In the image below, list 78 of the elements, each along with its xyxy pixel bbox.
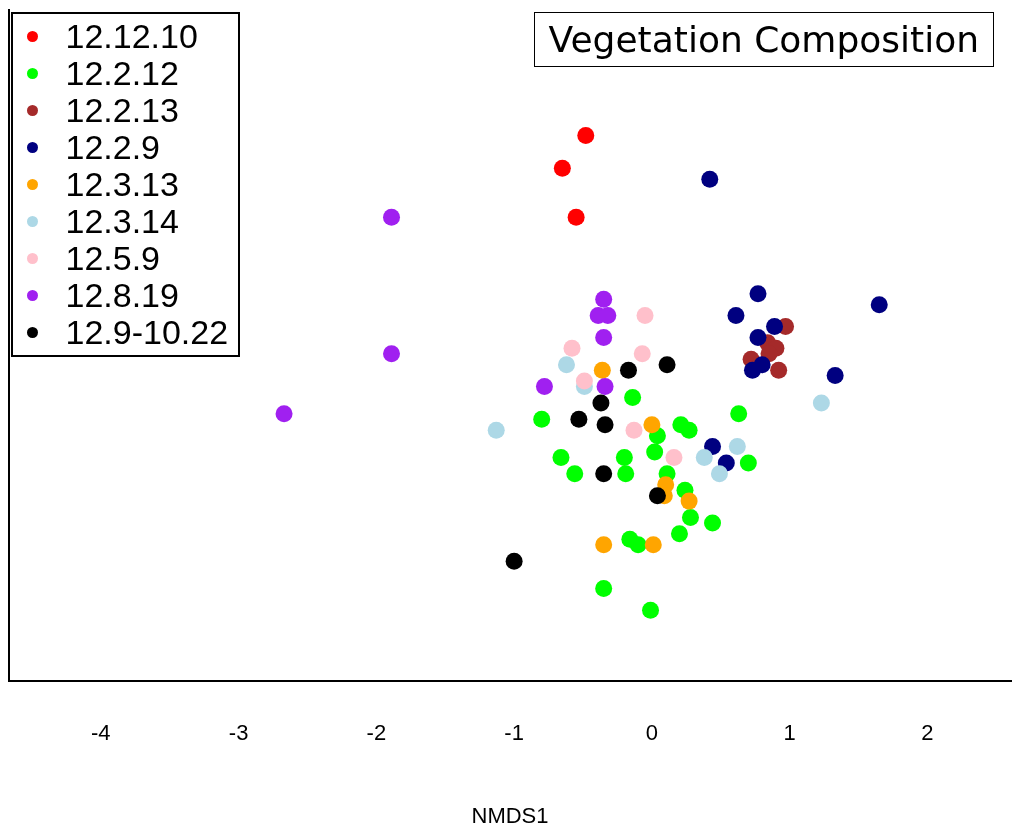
point bbox=[681, 508, 699, 526]
point bbox=[648, 487, 666, 505]
point bbox=[644, 536, 662, 554]
point bbox=[701, 170, 719, 188]
point bbox=[680, 492, 698, 510]
point bbox=[636, 307, 654, 325]
point bbox=[592, 394, 610, 412]
x-tick-label: -4 bbox=[91, 720, 111, 746]
point bbox=[625, 421, 643, 439]
point bbox=[739, 454, 757, 472]
point bbox=[749, 328, 767, 346]
point bbox=[710, 465, 728, 483]
point bbox=[563, 339, 581, 357]
point bbox=[680, 421, 698, 439]
point bbox=[533, 410, 551, 428]
point bbox=[383, 345, 401, 363]
point bbox=[728, 438, 746, 456]
point bbox=[670, 525, 688, 543]
point bbox=[646, 443, 664, 461]
point bbox=[615, 448, 633, 466]
point bbox=[642, 601, 660, 619]
point bbox=[552, 448, 570, 466]
point bbox=[704, 514, 722, 532]
point bbox=[629, 536, 647, 554]
point bbox=[553, 159, 571, 177]
point bbox=[617, 465, 635, 483]
point bbox=[633, 345, 651, 363]
point bbox=[753, 356, 771, 374]
x-tick-label: 1 bbox=[783, 720, 796, 746]
point bbox=[870, 296, 888, 314]
point bbox=[595, 536, 613, 554]
point bbox=[812, 394, 830, 412]
legend-label: 12.2.13 bbox=[65, 91, 179, 129]
point bbox=[596, 378, 614, 396]
legend-label: 12.12.10 bbox=[65, 17, 198, 55]
x-tick-label: -3 bbox=[228, 720, 249, 746]
point bbox=[275, 405, 293, 423]
x-tick-label: -1 bbox=[504, 720, 524, 746]
point bbox=[643, 416, 661, 434]
point bbox=[596, 416, 614, 434]
point bbox=[487, 421, 505, 439]
chart-title: Vegetation Composition bbox=[533, 12, 994, 67]
point bbox=[595, 290, 613, 308]
point bbox=[566, 465, 584, 483]
point bbox=[595, 465, 613, 483]
point bbox=[570, 410, 588, 428]
point bbox=[577, 127, 595, 145]
legend-label: 12.3.14 bbox=[65, 202, 179, 240]
point bbox=[567, 208, 585, 226]
x-tick-label: 2 bbox=[921, 720, 934, 746]
point bbox=[593, 361, 611, 379]
point bbox=[658, 356, 676, 374]
point bbox=[575, 372, 593, 390]
point bbox=[557, 356, 575, 374]
x-axis-title: NMDS1 bbox=[471, 802, 549, 828]
point bbox=[826, 367, 844, 385]
point bbox=[695, 448, 713, 466]
legend-label: 12.5.9 bbox=[65, 239, 161, 277]
point bbox=[770, 361, 788, 379]
x-tick-label: 0 bbox=[645, 720, 659, 746]
legend-label: 12.2.12 bbox=[65, 54, 179, 92]
point bbox=[749, 285, 767, 303]
legend-label: 12.9-10.22 bbox=[65, 313, 229, 351]
point bbox=[619, 361, 637, 379]
legend-label: 12.2.9 bbox=[65, 128, 161, 166]
point bbox=[535, 378, 553, 396]
point bbox=[727, 307, 745, 325]
legend-label: 12.8.19 bbox=[65, 276, 179, 314]
legend-label: 12.3.13 bbox=[65, 165, 179, 203]
point bbox=[766, 318, 784, 335]
point bbox=[665, 448, 683, 466]
point bbox=[624, 388, 642, 406]
point bbox=[383, 208, 401, 226]
point bbox=[595, 328, 613, 346]
point bbox=[595, 579, 613, 597]
point bbox=[730, 405, 748, 423]
x-tick-label: -2 bbox=[366, 720, 387, 746]
point bbox=[505, 552, 523, 570]
